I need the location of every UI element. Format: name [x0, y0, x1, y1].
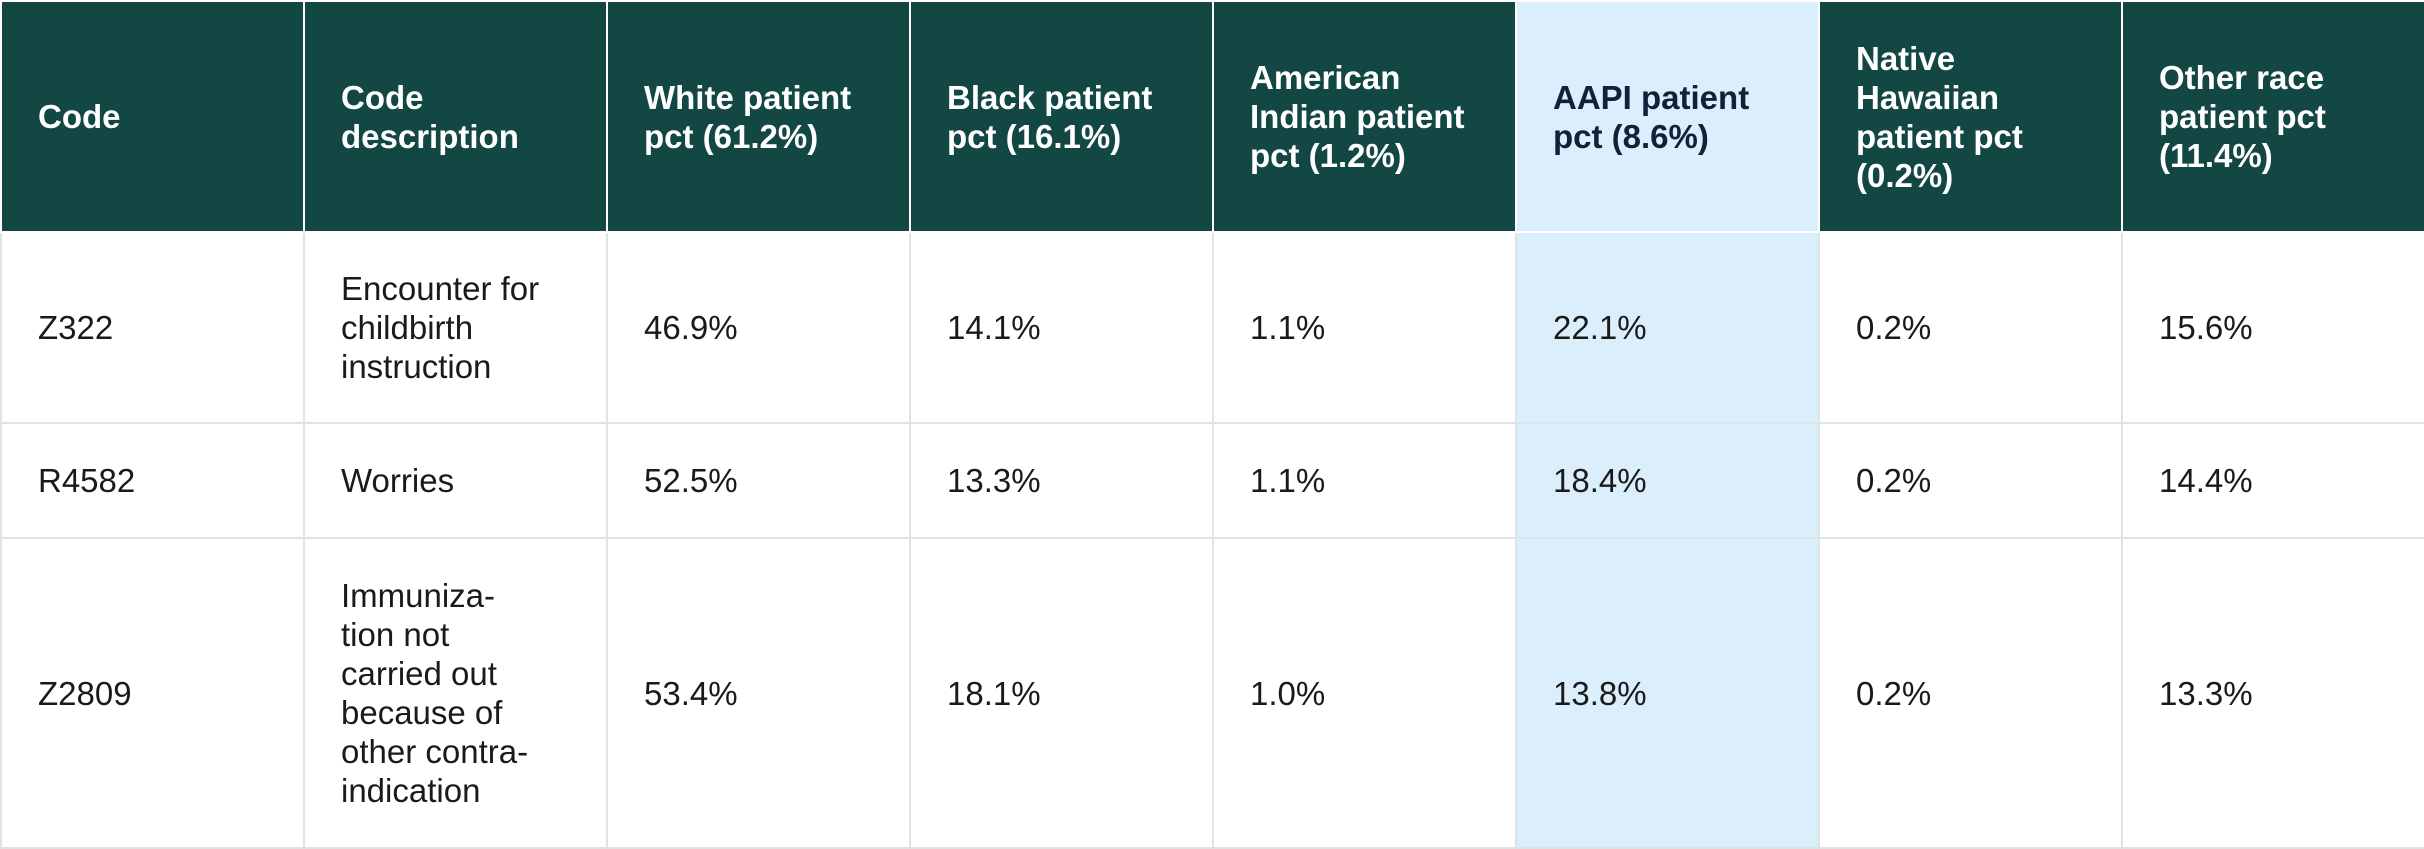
cell-other: 14.4%	[2121, 422, 2424, 539]
cell-native-hawaiian: 0.2%	[1818, 231, 2123, 424]
cell-aapi: 22.1%	[1515, 231, 1820, 424]
cell-white: 46.9%	[606, 231, 911, 424]
col-header-description: Code description	[303, 0, 608, 233]
cell-black: 13.3%	[909, 422, 1214, 539]
col-header-other: Other race patient pct (11.4%)	[2121, 0, 2424, 233]
col-header-code: Code	[0, 0, 305, 233]
cell-description: Encounter for childbirth instruction	[303, 231, 608, 424]
cell-description: Immuniza- tion not carried out because o…	[303, 537, 608, 849]
cell-code: Z322	[0, 231, 305, 424]
cell-aapi: 18.4%	[1515, 422, 1820, 539]
cell-black: 14.1%	[909, 231, 1214, 424]
col-header-black: Black patient pct (16.1%)	[909, 0, 1214, 233]
cell-native-hawaiian: 0.2%	[1818, 537, 2123, 849]
cell-black: 18.1%	[909, 537, 1214, 849]
col-header-aapi: AAPI patient pct (8.6%)	[1515, 0, 1820, 233]
cell-native-hawaiian: 0.2%	[1818, 422, 2123, 539]
header-row: Code Code description White patient pct …	[0, 0, 2424, 233]
col-header-white: White patient pct (61.2%)	[606, 0, 911, 233]
cell-code: Z2809	[0, 537, 305, 849]
cell-american-indian: 1.1%	[1212, 231, 1517, 424]
cell-other: 13.3%	[2121, 537, 2424, 849]
cell-american-indian: 1.1%	[1212, 422, 1517, 539]
cell-american-indian: 1.0%	[1212, 537, 1517, 849]
col-header-native-hawaiian: Native Hawaiian patient pct (0.2%)	[1818, 0, 2123, 233]
cell-white: 52.5%	[606, 422, 911, 539]
table-row: Z322 Encounter for childbirth instructio…	[0, 231, 2424, 424]
cell-description: Worries	[303, 422, 608, 539]
cell-aapi: 13.8%	[1515, 537, 1820, 849]
table-row: Z2809 Immuniza- tion not carried out bec…	[0, 537, 2424, 849]
cell-code: R4582	[0, 422, 305, 539]
cell-other: 15.6%	[2121, 231, 2424, 424]
col-header-american-indian: American Indian patient pct (1.2%)	[1212, 0, 1517, 233]
cell-white: 53.4%	[606, 537, 911, 849]
table-row: R4582 Worries 52.5% 13.3% 1.1% 18.4% 0.2…	[0, 422, 2424, 539]
